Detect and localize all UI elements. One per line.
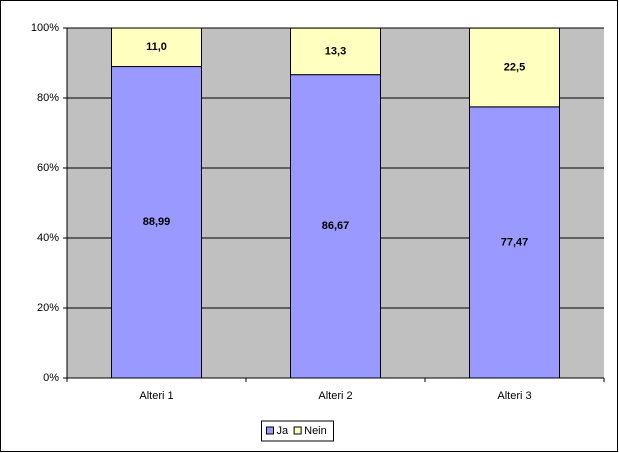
y-tick-label: 60% xyxy=(37,162,59,174)
y-tick-label: 0% xyxy=(43,372,59,384)
y-tick-label: 40% xyxy=(37,232,59,244)
value-label: 13,3 xyxy=(325,45,346,57)
x-tick-label: Alteri 3 xyxy=(497,390,531,402)
value-label: 11,0 xyxy=(146,41,167,53)
y-tick-label: 20% xyxy=(37,302,59,314)
value-label: 22,5 xyxy=(504,61,525,73)
bar-segment xyxy=(469,106,560,379)
value-label: 86,67 xyxy=(322,220,350,232)
x-tick-label: Alteri 2 xyxy=(318,390,352,402)
x-tick-label: Alteri 1 xyxy=(139,390,173,402)
y-tick-label: 100% xyxy=(31,22,59,34)
value-label: 88,99 xyxy=(143,216,171,228)
bar-segment xyxy=(111,66,202,379)
legend-swatch xyxy=(266,426,274,435)
value-label: 77,47 xyxy=(501,236,529,248)
y-tick-label: 80% xyxy=(37,92,59,104)
bar-segment xyxy=(111,27,202,68)
bar-segment xyxy=(469,27,560,108)
legend-label: Nein xyxy=(304,425,327,437)
bar-segment xyxy=(290,27,381,76)
legend-swatch xyxy=(293,426,302,435)
legend-label: Ja xyxy=(277,425,290,437)
